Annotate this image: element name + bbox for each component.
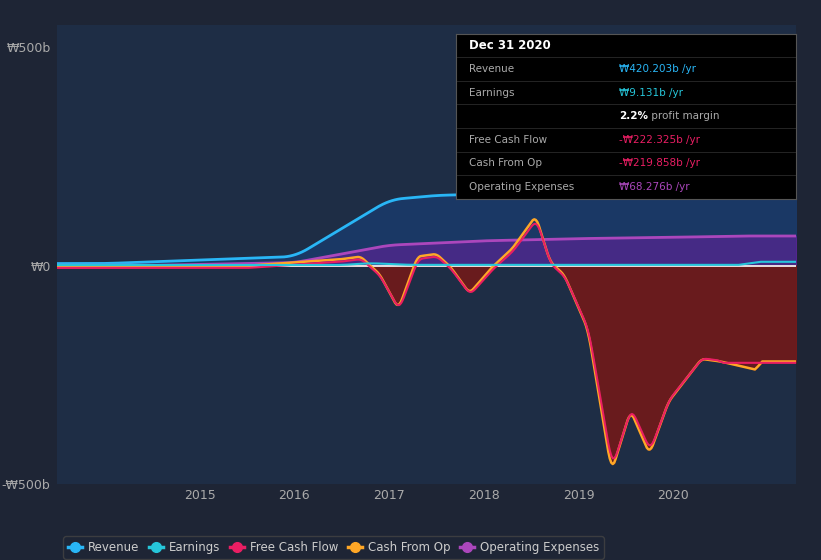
Text: Cash From Op: Cash From Op	[470, 158, 543, 169]
Text: ₩420.203b /yr: ₩420.203b /yr	[619, 64, 696, 74]
Text: Free Cash Flow: Free Cash Flow	[470, 135, 548, 145]
Text: ₩9.131b /yr: ₩9.131b /yr	[619, 87, 683, 97]
Text: 2.2%: 2.2%	[619, 111, 649, 121]
Legend: Revenue, Earnings, Free Cash Flow, Cash From Op, Operating Expenses: Revenue, Earnings, Free Cash Flow, Cash …	[63, 536, 603, 559]
Text: Earnings: Earnings	[470, 87, 515, 97]
Text: Operating Expenses: Operating Expenses	[470, 182, 575, 192]
Text: Dec 31 2020: Dec 31 2020	[470, 39, 551, 52]
Text: ₩68.276b /yr: ₩68.276b /yr	[619, 182, 690, 192]
Text: -₩219.858b /yr: -₩219.858b /yr	[619, 158, 700, 169]
Text: -₩222.325b /yr: -₩222.325b /yr	[619, 135, 700, 145]
Text: profit margin: profit margin	[648, 111, 720, 121]
Text: Revenue: Revenue	[470, 64, 515, 74]
